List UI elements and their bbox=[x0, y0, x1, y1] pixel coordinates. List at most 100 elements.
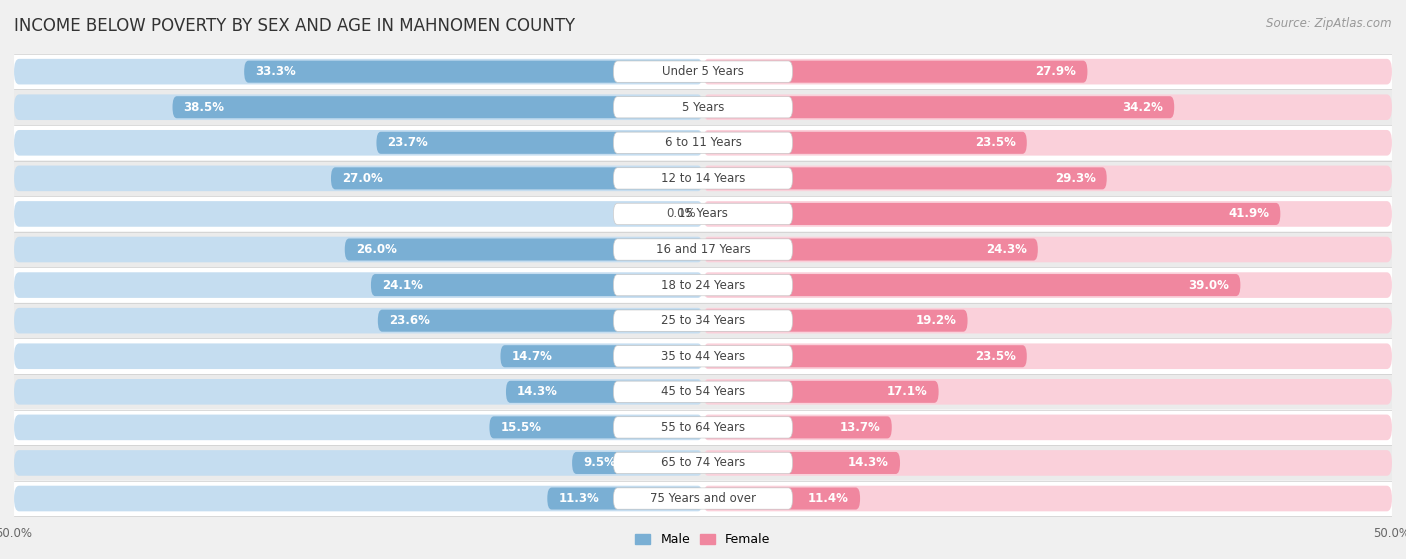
FancyBboxPatch shape bbox=[703, 59, 1392, 84]
FancyBboxPatch shape bbox=[14, 486, 703, 511]
Text: 11.3%: 11.3% bbox=[558, 492, 599, 505]
Text: INCOME BELOW POVERTY BY SEX AND AGE IN MAHNOMEN COUNTY: INCOME BELOW POVERTY BY SEX AND AGE IN M… bbox=[14, 17, 575, 35]
FancyBboxPatch shape bbox=[703, 96, 1174, 119]
FancyBboxPatch shape bbox=[703, 310, 967, 331]
FancyBboxPatch shape bbox=[501, 345, 703, 367]
Text: 26.0%: 26.0% bbox=[356, 243, 396, 256]
FancyBboxPatch shape bbox=[613, 416, 793, 438]
FancyBboxPatch shape bbox=[703, 343, 1392, 369]
Text: 15.5%: 15.5% bbox=[501, 421, 541, 434]
Text: 14.7%: 14.7% bbox=[512, 350, 553, 363]
FancyBboxPatch shape bbox=[613, 97, 793, 118]
FancyBboxPatch shape bbox=[703, 130, 1392, 155]
FancyBboxPatch shape bbox=[14, 338, 1392, 374]
Text: 6 to 11 Years: 6 to 11 Years bbox=[665, 136, 741, 149]
Legend: Male, Female: Male, Female bbox=[630, 528, 776, 551]
FancyBboxPatch shape bbox=[703, 274, 1240, 296]
FancyBboxPatch shape bbox=[14, 232, 1392, 267]
Text: Under 5 Years: Under 5 Years bbox=[662, 65, 744, 78]
FancyBboxPatch shape bbox=[703, 94, 1392, 120]
FancyBboxPatch shape bbox=[489, 416, 703, 438]
Text: 5 Years: 5 Years bbox=[682, 101, 724, 113]
Text: 17.1%: 17.1% bbox=[887, 385, 928, 399]
FancyBboxPatch shape bbox=[703, 379, 1392, 405]
FancyBboxPatch shape bbox=[613, 310, 793, 331]
Text: 23.5%: 23.5% bbox=[974, 350, 1015, 363]
Text: 14.3%: 14.3% bbox=[848, 457, 889, 470]
FancyBboxPatch shape bbox=[703, 345, 1026, 367]
FancyBboxPatch shape bbox=[14, 481, 1392, 517]
FancyBboxPatch shape bbox=[14, 379, 703, 405]
FancyBboxPatch shape bbox=[344, 239, 703, 260]
Text: 16 and 17 Years: 16 and 17 Years bbox=[655, 243, 751, 256]
FancyBboxPatch shape bbox=[613, 452, 793, 473]
FancyBboxPatch shape bbox=[14, 125, 1392, 160]
FancyBboxPatch shape bbox=[547, 487, 703, 510]
Text: 27.0%: 27.0% bbox=[342, 172, 382, 185]
FancyBboxPatch shape bbox=[14, 89, 1392, 125]
FancyBboxPatch shape bbox=[613, 381, 793, 402]
FancyBboxPatch shape bbox=[613, 168, 793, 189]
Text: 12 to 14 Years: 12 to 14 Years bbox=[661, 172, 745, 185]
Text: 41.9%: 41.9% bbox=[1229, 207, 1270, 220]
FancyBboxPatch shape bbox=[703, 272, 1392, 298]
Text: Source: ZipAtlas.com: Source: ZipAtlas.com bbox=[1267, 17, 1392, 30]
FancyBboxPatch shape bbox=[703, 165, 1392, 191]
FancyBboxPatch shape bbox=[703, 415, 1392, 440]
FancyBboxPatch shape bbox=[703, 486, 1392, 511]
FancyBboxPatch shape bbox=[14, 160, 1392, 196]
FancyBboxPatch shape bbox=[14, 343, 703, 369]
FancyBboxPatch shape bbox=[703, 450, 1392, 476]
FancyBboxPatch shape bbox=[14, 374, 1392, 410]
Text: 39.0%: 39.0% bbox=[1188, 278, 1229, 292]
Text: 23.7%: 23.7% bbox=[388, 136, 429, 149]
Text: 38.5%: 38.5% bbox=[184, 101, 225, 113]
FancyBboxPatch shape bbox=[371, 274, 703, 296]
Text: 25 to 34 Years: 25 to 34 Years bbox=[661, 314, 745, 327]
Text: 29.3%: 29.3% bbox=[1054, 172, 1095, 185]
Text: 75 Years and over: 75 Years and over bbox=[650, 492, 756, 505]
FancyBboxPatch shape bbox=[14, 130, 703, 155]
FancyBboxPatch shape bbox=[703, 132, 1026, 154]
FancyBboxPatch shape bbox=[613, 132, 793, 154]
Text: 27.9%: 27.9% bbox=[1036, 65, 1077, 78]
FancyBboxPatch shape bbox=[703, 201, 1392, 227]
FancyBboxPatch shape bbox=[703, 167, 1107, 190]
FancyBboxPatch shape bbox=[330, 167, 703, 190]
FancyBboxPatch shape bbox=[14, 201, 703, 227]
Text: 23.6%: 23.6% bbox=[389, 314, 430, 327]
FancyBboxPatch shape bbox=[14, 445, 1392, 481]
Text: 55 to 64 Years: 55 to 64 Years bbox=[661, 421, 745, 434]
FancyBboxPatch shape bbox=[14, 59, 703, 84]
FancyBboxPatch shape bbox=[14, 267, 1392, 303]
FancyBboxPatch shape bbox=[703, 308, 1392, 334]
Text: 14.3%: 14.3% bbox=[517, 385, 558, 399]
FancyBboxPatch shape bbox=[703, 203, 1281, 225]
FancyBboxPatch shape bbox=[703, 60, 1087, 83]
FancyBboxPatch shape bbox=[703, 239, 1038, 260]
FancyBboxPatch shape bbox=[613, 239, 793, 260]
Text: 15 Years: 15 Years bbox=[678, 207, 728, 220]
Text: 45 to 54 Years: 45 to 54 Years bbox=[661, 385, 745, 399]
FancyBboxPatch shape bbox=[377, 132, 703, 154]
FancyBboxPatch shape bbox=[613, 203, 793, 225]
FancyBboxPatch shape bbox=[703, 236, 1392, 262]
Text: 35 to 44 Years: 35 to 44 Years bbox=[661, 350, 745, 363]
FancyBboxPatch shape bbox=[14, 54, 1392, 89]
Text: 33.3%: 33.3% bbox=[254, 65, 295, 78]
FancyBboxPatch shape bbox=[14, 196, 1392, 232]
FancyBboxPatch shape bbox=[245, 60, 703, 83]
FancyBboxPatch shape bbox=[613, 274, 793, 296]
Text: 9.5%: 9.5% bbox=[583, 457, 616, 470]
Text: 34.2%: 34.2% bbox=[1122, 101, 1163, 113]
FancyBboxPatch shape bbox=[613, 345, 793, 367]
FancyBboxPatch shape bbox=[14, 308, 703, 334]
FancyBboxPatch shape bbox=[14, 272, 703, 298]
Text: 24.3%: 24.3% bbox=[986, 243, 1026, 256]
FancyBboxPatch shape bbox=[613, 488, 793, 509]
FancyBboxPatch shape bbox=[14, 410, 1392, 445]
FancyBboxPatch shape bbox=[703, 452, 900, 474]
FancyBboxPatch shape bbox=[14, 450, 703, 476]
FancyBboxPatch shape bbox=[14, 303, 1392, 338]
FancyBboxPatch shape bbox=[14, 94, 703, 120]
